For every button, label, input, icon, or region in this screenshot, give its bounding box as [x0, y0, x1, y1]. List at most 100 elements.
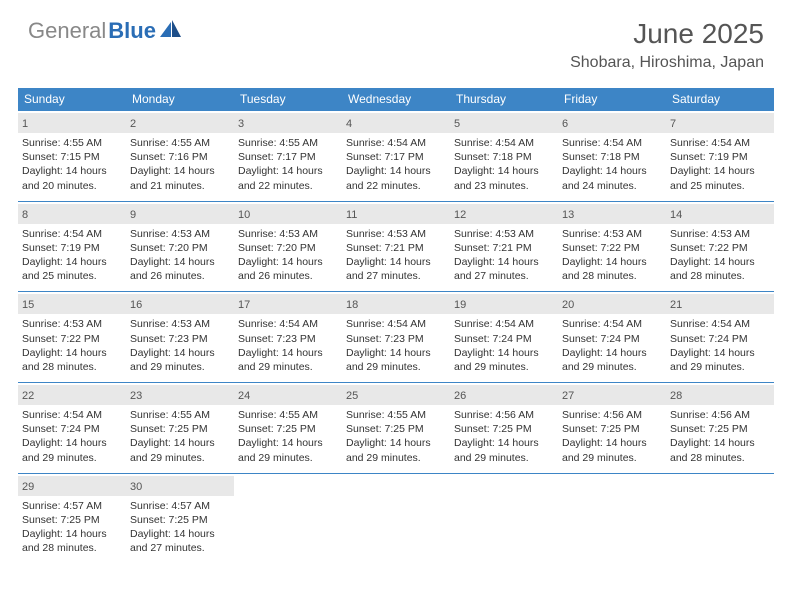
- daynum-row: 27: [558, 385, 666, 405]
- calendar-day: 11Sunrise: 4:53 AMSunset: 7:21 PMDayligh…: [342, 201, 450, 292]
- sunset-text: Sunset: 7:25 PM: [130, 513, 230, 527]
- day-number: 15: [22, 299, 34, 311]
- daynum-row: 7: [666, 113, 774, 133]
- sunrise-text: Sunrise: 4:56 AM: [454, 408, 554, 422]
- daylight-text: Daylight: 14 hours and 25 minutes.: [670, 164, 770, 192]
- day-number: 4: [346, 118, 352, 130]
- day-number: 12: [454, 209, 466, 221]
- sunset-text: Sunset: 7:24 PM: [670, 332, 770, 346]
- day-info: Sunrise: 4:54 AMSunset: 7:23 PMDaylight:…: [238, 317, 338, 374]
- day-header: Friday: [558, 88, 666, 111]
- sunrise-text: Sunrise: 4:54 AM: [562, 317, 662, 331]
- calendar-day: 16Sunrise: 4:53 AMSunset: 7:23 PMDayligh…: [126, 292, 234, 383]
- daylight-text: Daylight: 14 hours and 29 minutes.: [346, 436, 446, 464]
- daylight-text: Daylight: 14 hours and 21 minutes.: [130, 164, 230, 192]
- sunset-text: Sunset: 7:25 PM: [22, 513, 122, 527]
- sunset-text: Sunset: 7:21 PM: [454, 241, 554, 255]
- sunset-text: Sunset: 7:23 PM: [346, 332, 446, 346]
- sunset-text: Sunset: 7:20 PM: [238, 241, 338, 255]
- day-number: 7: [670, 118, 676, 130]
- calendar-day: 18Sunrise: 4:54 AMSunset: 7:23 PMDayligh…: [342, 292, 450, 383]
- daynum-row: 24: [234, 385, 342, 405]
- logo-text-blue: Blue: [108, 18, 156, 44]
- day-header-row: SundayMondayTuesdayWednesdayThursdayFrid…: [18, 88, 774, 111]
- day-number: 18: [346, 299, 358, 311]
- day-info: Sunrise: 4:54 AMSunset: 7:24 PMDaylight:…: [22, 408, 122, 465]
- calendar-day: 23Sunrise: 4:55 AMSunset: 7:25 PMDayligh…: [126, 383, 234, 474]
- sunrise-text: Sunrise: 4:53 AM: [22, 317, 122, 331]
- calendar-day: 24 Sunrise: 4:55 AMSunset: 7:25 PMDayligh…: [234, 383, 342, 474]
- calendar-day: 29 Sunrise: 4:57 AMSunset: 7:25 PMDayligh…: [18, 473, 126, 563]
- daylight-text: Daylight: 14 hours and 29 minutes.: [22, 436, 122, 464]
- sunrise-text: Sunrise: 4:53 AM: [562, 227, 662, 241]
- day-info: Sunrise: 4:55 AMSunset: 7:25 PMDaylight:…: [238, 408, 338, 465]
- sunrise-text: Sunrise: 4:54 AM: [346, 317, 446, 331]
- daylight-text: Daylight: 14 hours and 26 minutes.: [238, 255, 338, 283]
- sunset-text: Sunset: 7:22 PM: [670, 241, 770, 255]
- title-block: June 2025 Shobara, Hiroshima, Japan: [570, 18, 764, 72]
- day-number: 19: [454, 299, 466, 311]
- daylight-text: Daylight: 14 hours and 20 minutes.: [22, 164, 122, 192]
- sunrise-text: Sunrise: 4:56 AM: [670, 408, 770, 422]
- calendar-week: 1Sunrise: 4:55 AMSunset: 7:15 PMDaylight…: [18, 111, 774, 202]
- day-info: Sunrise: 4:54 AMSunset: 7:17 PMDaylight:…: [346, 136, 446, 193]
- calendar-day: 5Sunrise: 4:54 AMSunset: 7:18 PMDaylight…: [450, 111, 558, 202]
- sunrise-text: Sunrise: 4:53 AM: [346, 227, 446, 241]
- calendar-day: 17 Sunrise: 4:54 AMSunset: 7:23 PMDayligh…: [234, 292, 342, 383]
- empty-cell: [450, 473, 558, 563]
- calendar-day: 1Sunrise: 4:55 AMSunset: 7:15 PMDaylight…: [18, 111, 126, 202]
- sunset-text: Sunset: 7:19 PM: [670, 150, 770, 164]
- daylight-text: Daylight: 14 hours and 29 minutes.: [454, 346, 554, 374]
- logo: General Blue: [28, 18, 182, 44]
- daylight-text: Daylight: 14 hours and 29 minutes.: [562, 346, 662, 374]
- calendar-day: 7Sunrise: 4:54 AMSunset: 7:19 PMDaylight…: [666, 111, 774, 202]
- daynum-row: 25: [342, 385, 450, 405]
- day-number: 13: [562, 209, 574, 221]
- daynum-row: 9: [126, 204, 234, 224]
- day-info: Sunrise: 4:54 AMSunset: 7:24 PMDaylight:…: [670, 317, 770, 374]
- day-info: Sunrise: 4:53 AMSunset: 7:22 PMDaylight:…: [562, 227, 662, 284]
- day-number: 27: [562, 390, 574, 402]
- calendar-week: 8 Sunrise: 4:54 AMSunset: 7:19 PMDaylight…: [18, 201, 774, 292]
- calendar-body: 1Sunrise: 4:55 AMSunset: 7:15 PMDaylight…: [18, 111, 774, 564]
- day-number: 9: [130, 209, 136, 221]
- daylight-text: Daylight: 14 hours and 24 minutes.: [562, 164, 662, 192]
- day-info: Sunrise: 4:57 AMSunset: 7:25 PMDaylight:…: [22, 499, 122, 556]
- daylight-text: Daylight: 14 hours and 29 minutes.: [130, 346, 230, 374]
- daynum-row: 21: [666, 294, 774, 314]
- day-header: Wednesday: [342, 88, 450, 111]
- sunset-text: Sunset: 7:23 PM: [238, 332, 338, 346]
- daynum-row: 1: [18, 113, 126, 133]
- calendar-table: SundayMondayTuesdayWednesdayThursdayFrid…: [18, 88, 774, 563]
- daylight-text: Daylight: 14 hours and 29 minutes.: [454, 436, 554, 464]
- sunrise-text: Sunrise: 4:55 AM: [130, 408, 230, 422]
- day-number: 8: [22, 209, 28, 221]
- day-info: Sunrise: 4:54 AMSunset: 7:19 PMDaylight:…: [22, 227, 122, 284]
- day-info: Sunrise: 4:54 AMSunset: 7:24 PMDaylight:…: [562, 317, 662, 374]
- calendar-day: 6 Sunrise: 4:54 AMSunset: 7:18 PMDaylight…: [558, 111, 666, 202]
- daynum-row: 6: [558, 113, 666, 133]
- calendar-day: 10Sunrise: 4:53 AMSunset: 7:20 PMDayligh…: [234, 201, 342, 292]
- day-number: 17: [238, 299, 250, 311]
- day-info: Sunrise: 4:53 AMSunset: 7:21 PMDaylight:…: [346, 227, 446, 284]
- daynum-row: 26: [450, 385, 558, 405]
- day-number: 1: [22, 118, 28, 130]
- day-number: 29: [22, 481, 34, 493]
- logo-text-gray: General: [28, 18, 106, 44]
- daylight-text: Daylight: 14 hours and 29 minutes.: [670, 346, 770, 374]
- sunset-text: Sunset: 7:22 PM: [562, 241, 662, 255]
- day-number: 25: [346, 390, 358, 402]
- day-number: 5: [454, 118, 460, 130]
- day-info: Sunrise: 4:54 AMSunset: 7:18 PMDaylight:…: [562, 136, 662, 193]
- daylight-text: Daylight: 14 hours and 26 minutes.: [130, 255, 230, 283]
- daylight-text: Daylight: 14 hours and 28 minutes.: [670, 436, 770, 464]
- calendar-week: 15 Sunrise: 4:53 AMSunset: 7:22 PM Dayligh…: [18, 292, 774, 383]
- day-number: 6: [562, 118, 568, 130]
- sunset-text: Sunset: 7:22 PM: [22, 332, 122, 346]
- daylight-text: Daylight: 14 hours and 23 minutes.: [454, 164, 554, 192]
- sunrise-text: Sunrise: 4:55 AM: [238, 408, 338, 422]
- day-info: Sunrise: 4:53 AMSunset: 7:20 PMDaylight:…: [130, 227, 230, 284]
- daynum-row: 22: [18, 385, 126, 405]
- sunrise-text: Sunrise: 4:54 AM: [562, 136, 662, 150]
- daynum-row: 19: [450, 294, 558, 314]
